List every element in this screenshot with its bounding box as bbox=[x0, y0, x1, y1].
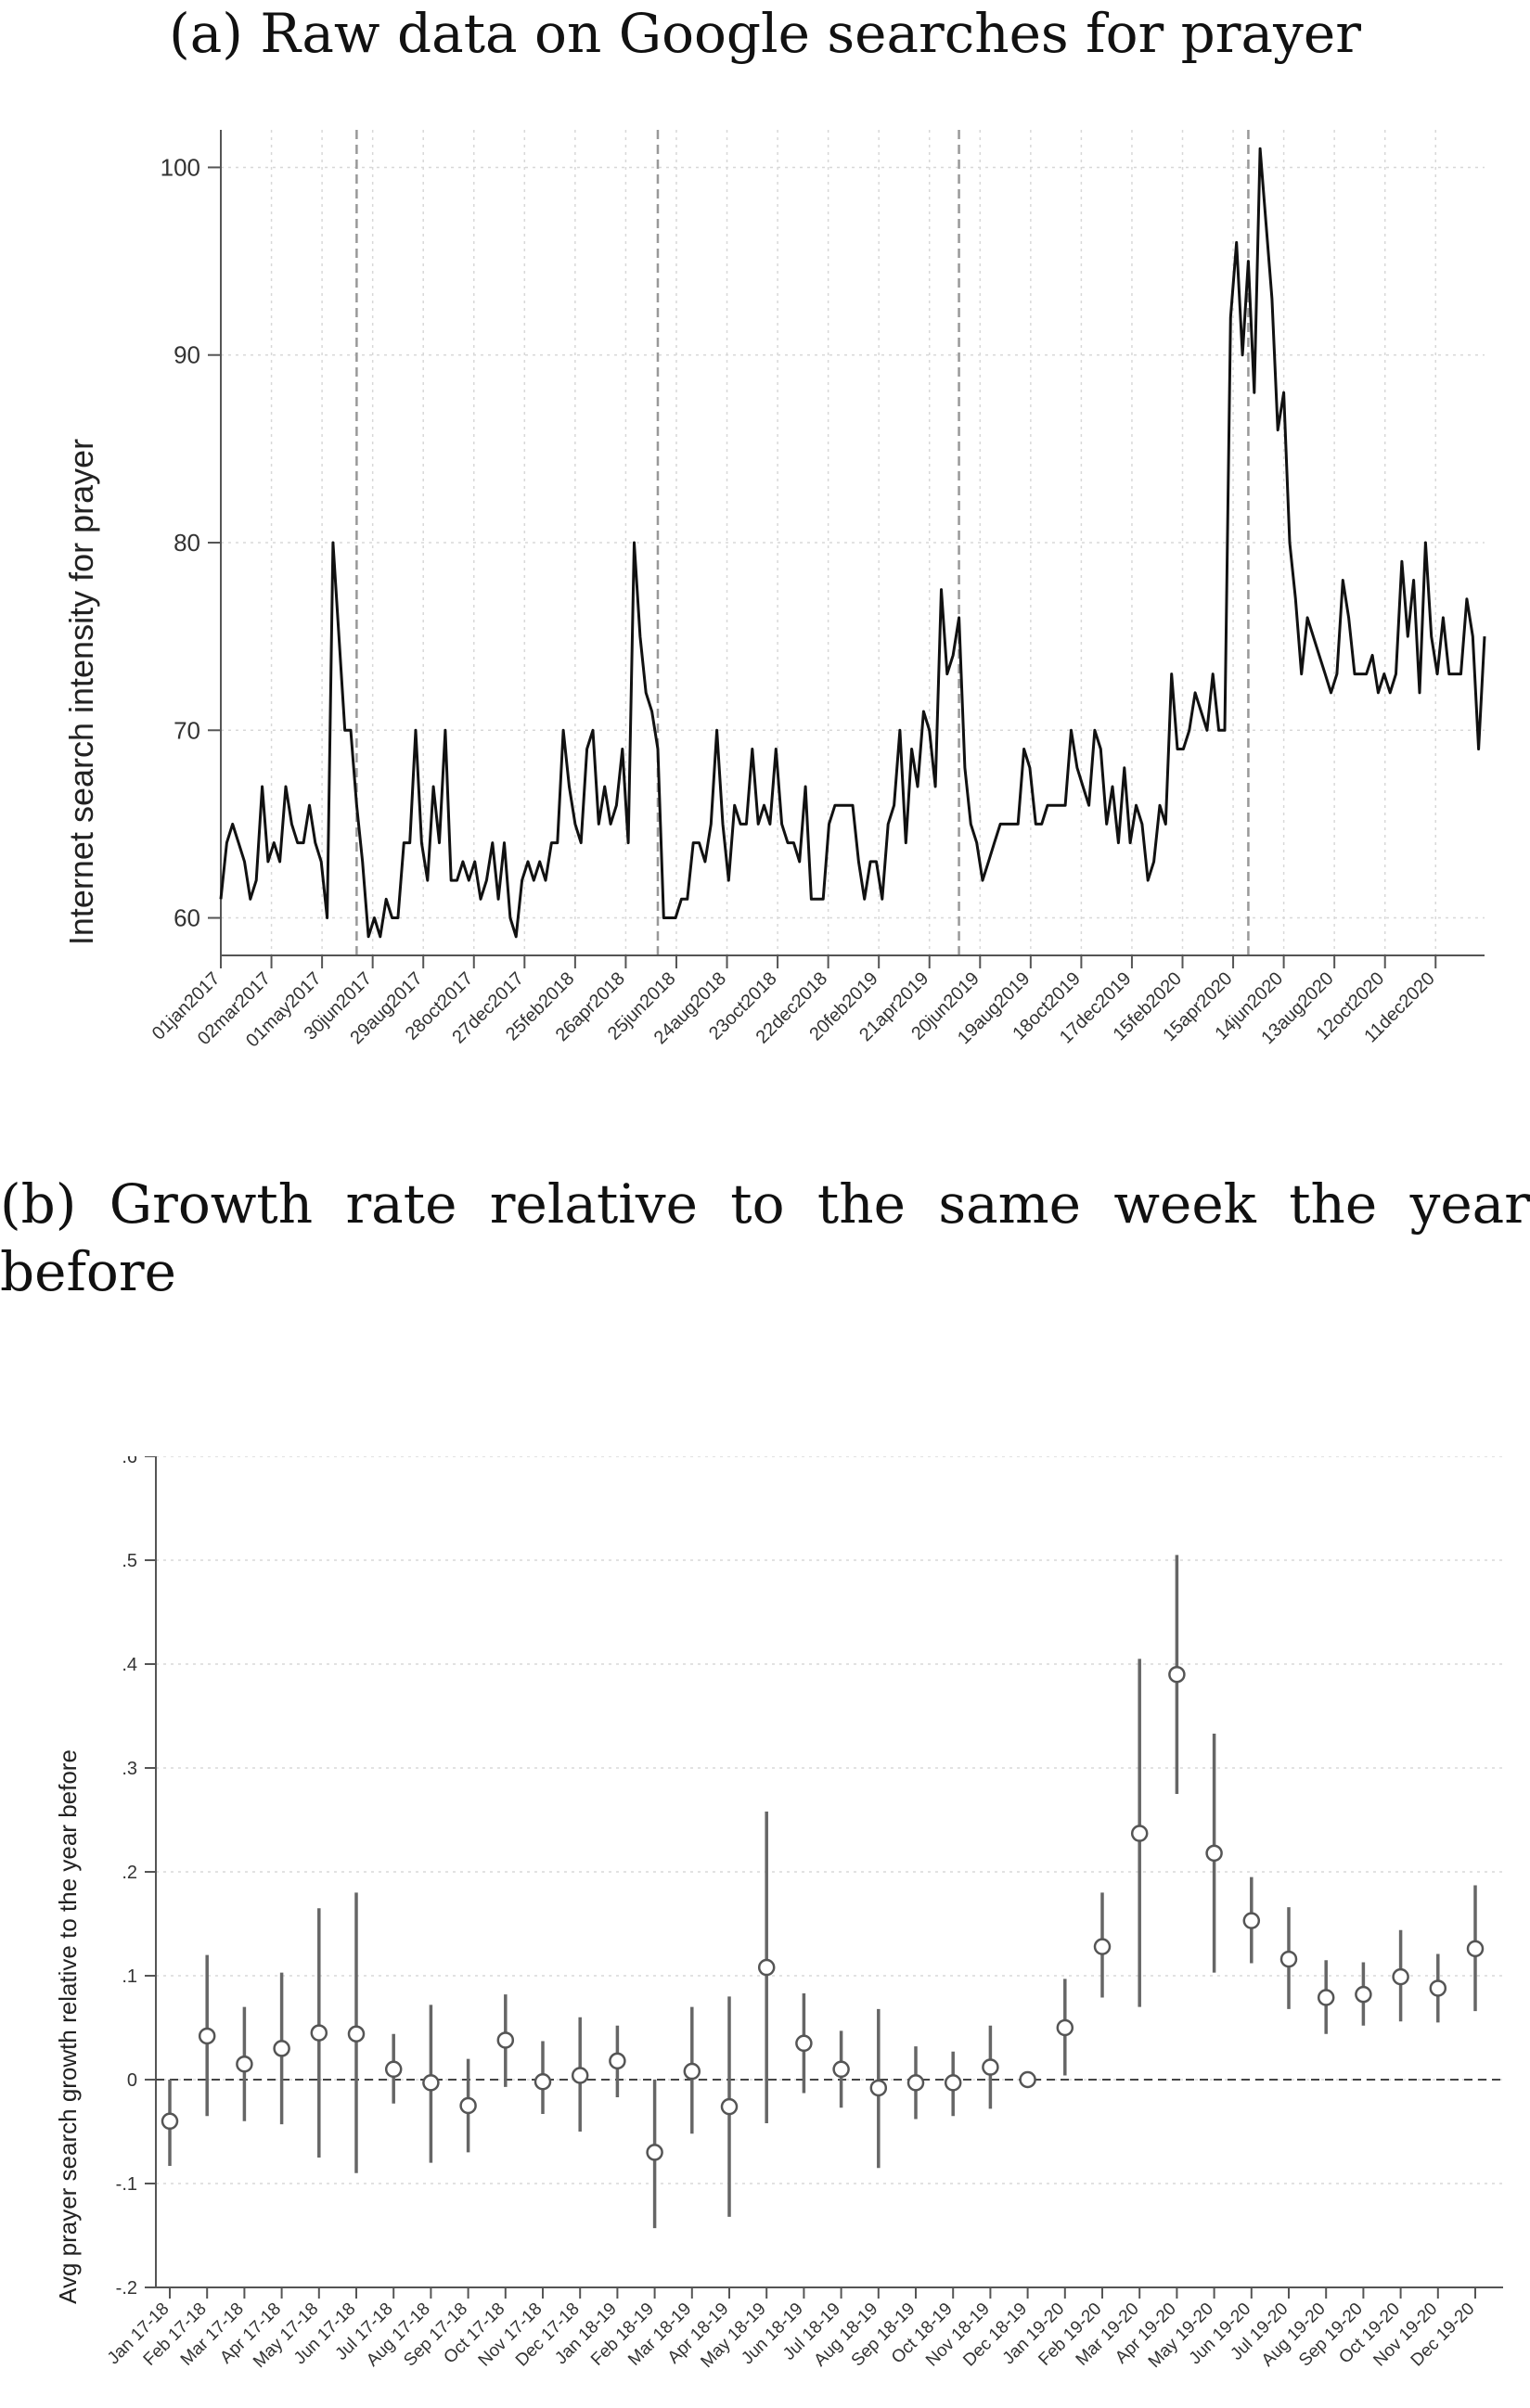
chart-b-point bbox=[310, 2024, 328, 2042]
chart-a-x-ticks: 01jan201702mar201701may201730jun201729au… bbox=[148, 955, 1439, 1051]
chart-b-point bbox=[161, 2112, 179, 2131]
chart-b-point bbox=[832, 2060, 850, 2079]
chart-a-y-tick-label: 70 bbox=[174, 716, 200, 744]
chart-b-caption: (b) Growth rate relative to the same wee… bbox=[0, 1172, 1530, 1303]
chart-b-point bbox=[236, 2055, 253, 2073]
chart-b-y-tick-label: .2 bbox=[122, 1863, 137, 1883]
chart-b-point bbox=[720, 2097, 739, 2116]
chart-b-point bbox=[906, 2074, 925, 2092]
chart-b-point bbox=[1019, 2070, 1036, 2089]
chart-a-gridlines bbox=[220, 130, 1485, 955]
chart-b-point bbox=[1130, 1825, 1149, 1842]
chart-b-point bbox=[1093, 1938, 1112, 1955]
chart-a: 60 70 80 90 100 01jan201702mar201701may20173… bbox=[62, 130, 1486, 1051]
chart-b-y-tick-label: .6 bbox=[122, 1456, 137, 1467]
chart-b-point bbox=[347, 2025, 366, 2043]
chart-b-y-tick-label: .1 bbox=[122, 1966, 137, 1987]
chart-b-point bbox=[646, 2144, 663, 2161]
chart-b-point bbox=[1355, 1985, 1372, 2004]
chart-b-point bbox=[384, 2060, 403, 2079]
chart-b-point bbox=[459, 2096, 477, 2115]
chart-b-y-axis-label: Avg prayer search growth relative to the… bbox=[54, 1749, 82, 2304]
chart-b-point bbox=[944, 2074, 962, 2092]
chart-b-point bbox=[1205, 1844, 1223, 1863]
chart-b-y-tick-label: 0 bbox=[127, 2070, 137, 2091]
chart-b-point bbox=[1429, 1979, 1447, 1997]
chart-b-gridlines bbox=[156, 1456, 1503, 2288]
chart-b-point bbox=[273, 2040, 290, 2057]
chart-b-marks bbox=[161, 1555, 1485, 2229]
chart-a-caption: (a) Raw data on Google searches for pray… bbox=[169, 2, 1361, 65]
chart-a-y-tick-label: 100 bbox=[161, 153, 200, 181]
chart-b-point bbox=[1242, 1912, 1261, 1929]
chart-b-point bbox=[496, 2031, 515, 2049]
chart-b-point bbox=[1056, 2018, 1074, 2037]
chart-a-y-tick-label: 90 bbox=[174, 341, 200, 369]
chart-b-point bbox=[982, 2058, 999, 2076]
chart-a-series-line bbox=[219, 147, 1486, 939]
chart-b-point bbox=[571, 2067, 589, 2084]
chart-b-y-tick-label: -.1 bbox=[116, 2174, 137, 2195]
chart-b-point bbox=[869, 2079, 888, 2097]
chart-b-point bbox=[683, 2062, 701, 2081]
chart-b-point bbox=[1279, 1950, 1298, 1968]
chart-a-y-axis-label: Internet search intensity for prayer bbox=[62, 439, 100, 945]
chart-b-point bbox=[757, 1958, 776, 1977]
chart-b-point bbox=[1317, 1989, 1335, 2006]
chart-b-y-tick-label: -.2 bbox=[116, 2278, 137, 2299]
chart-b-point bbox=[795, 2034, 813, 2053]
chart-b-point bbox=[1392, 1967, 1409, 1986]
chart-a-y-tick-label: 80 bbox=[174, 529, 200, 557]
chart-b-point bbox=[422, 2074, 440, 2092]
chart-b-y-tick-label: .4 bbox=[122, 1655, 137, 1675]
chart-b-y-tick-label: .3 bbox=[122, 1759, 137, 1779]
chart-b-y-ticks: -.2 -.1 0 .1 .2 .3 .4 .5 .6 bbox=[116, 1456, 156, 2299]
chart-b-point bbox=[1466, 1940, 1485, 1958]
chart-b-y-tick-label: .5 bbox=[122, 1551, 137, 1571]
chart-b-point bbox=[198, 2027, 216, 2045]
chart-b-point bbox=[1168, 1665, 1186, 1684]
chart-b-point bbox=[534, 2072, 552, 2091]
chart-a-y-tick-label: 60 bbox=[174, 904, 200, 932]
chart-a-y-ticks: 60 70 80 90 100 bbox=[161, 153, 221, 932]
chart-b-point bbox=[609, 2052, 626, 2070]
